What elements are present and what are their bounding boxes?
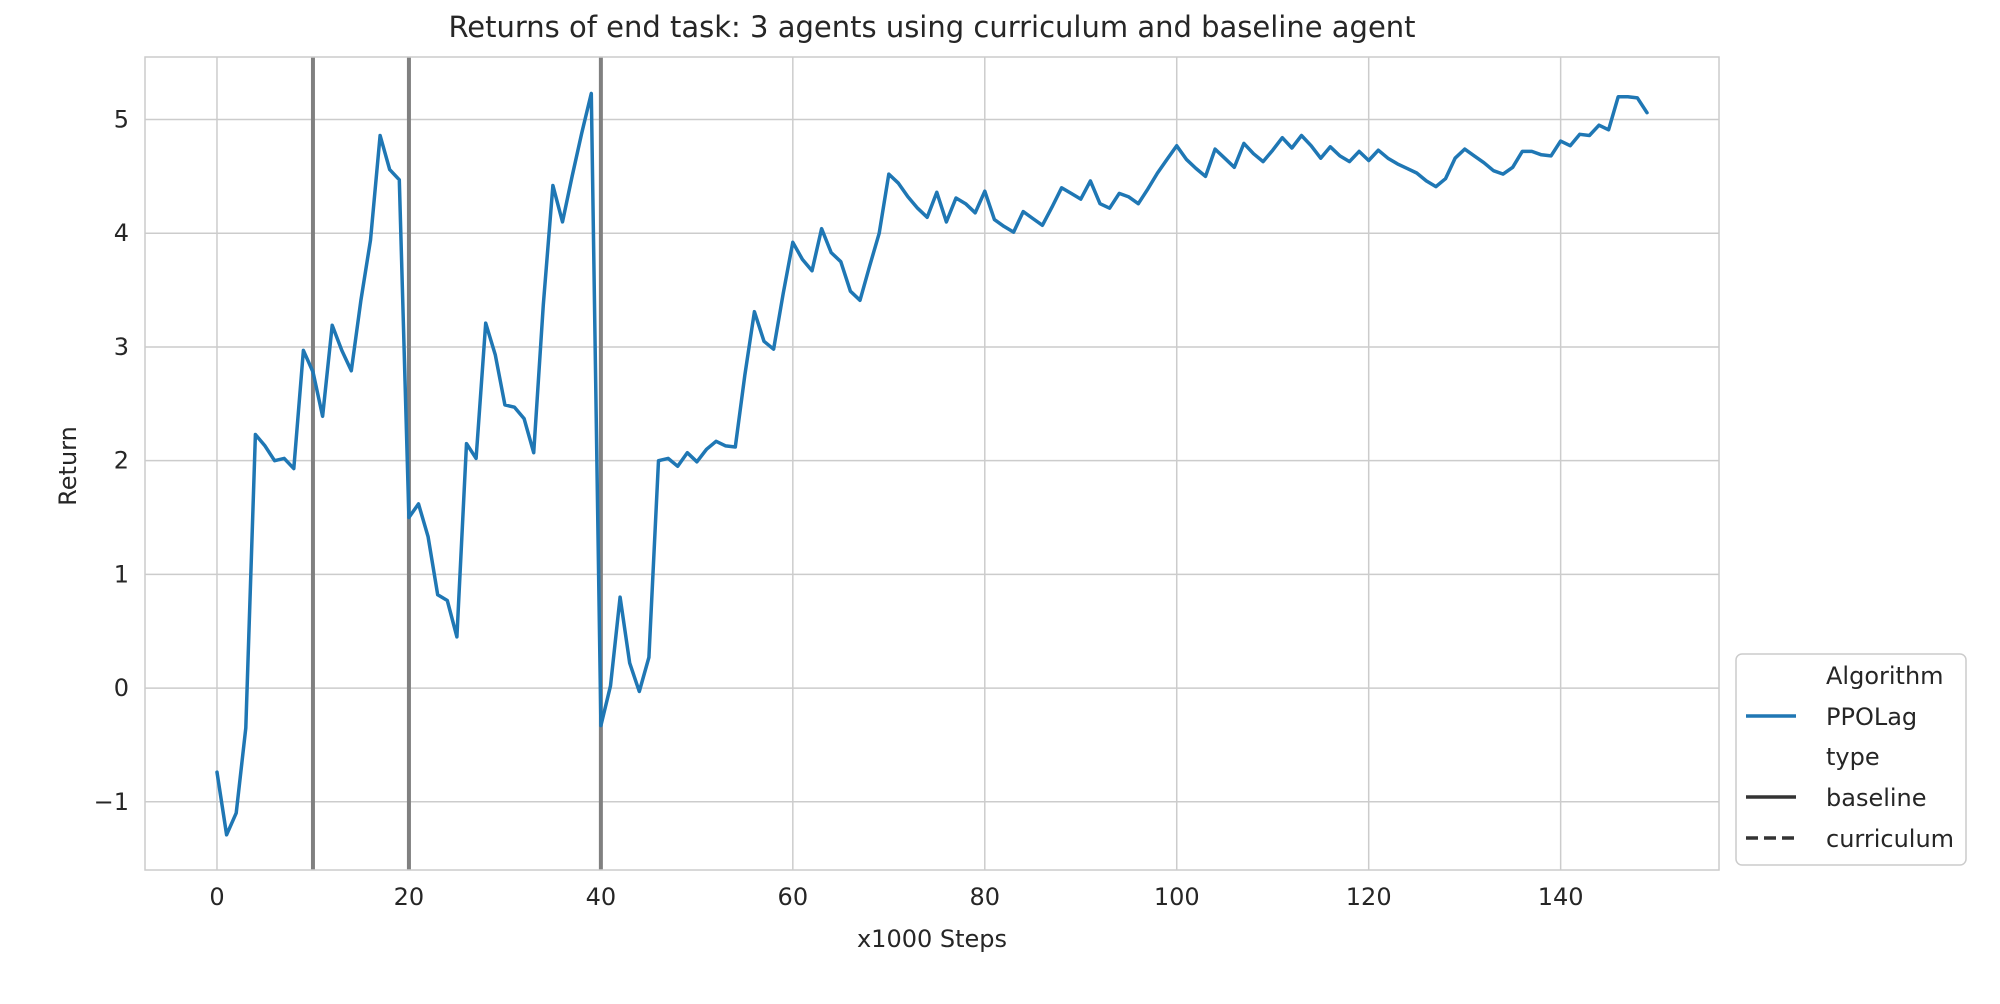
plot-frame (144, 56, 1720, 871)
x-tick-label: 20 (394, 883, 425, 911)
y-tick-label: 0 (114, 674, 129, 702)
x-tick-label: 120 (1346, 883, 1392, 911)
legend-group-title-type: type (1826, 743, 1880, 771)
legend: Algorithm PPOLag type baseline curriculu… (1735, 653, 1967, 866)
y-tick-label: 3 (114, 333, 129, 361)
legend-label-baseline: baseline (1826, 784, 1927, 812)
chart-title: Returns of end task: 3 agents using curr… (448, 10, 1415, 44)
legend-label-ppolag: PPOLag (1826, 703, 1917, 731)
y-tick-label: 2 (114, 447, 129, 475)
x-tick-label: 140 (1538, 883, 1584, 911)
x-tick-label: 80 (970, 883, 1001, 911)
series-lines (215, 91, 1649, 837)
y-tick-label: 1 (114, 560, 129, 588)
x-tick-labels: 0 20 40 60 80 100 120 140 (209, 883, 1583, 911)
x-tick-label: 0 (209, 883, 224, 911)
y-tick-label: −1 (94, 788, 129, 816)
y-axis-label: Return (54, 426, 82, 506)
legend-group-title-algorithm: Algorithm (1826, 662, 1944, 690)
y-tick-label: 4 (114, 219, 129, 247)
series-line-ppolag-baseline (215, 91, 1649, 837)
x-axis-label: x1000 Steps (857, 925, 1007, 953)
legend-label-curriculum: curriculum (1826, 825, 1954, 853)
x-tick-label: 100 (1154, 883, 1200, 911)
legend-box (1735, 653, 1967, 866)
y-tick-labels: −1 0 1 2 3 4 5 (94, 106, 129, 816)
y-tick-label: 5 (114, 106, 129, 134)
x-tick-label: 40 (586, 883, 617, 911)
x-tick-label: 60 (778, 883, 809, 911)
